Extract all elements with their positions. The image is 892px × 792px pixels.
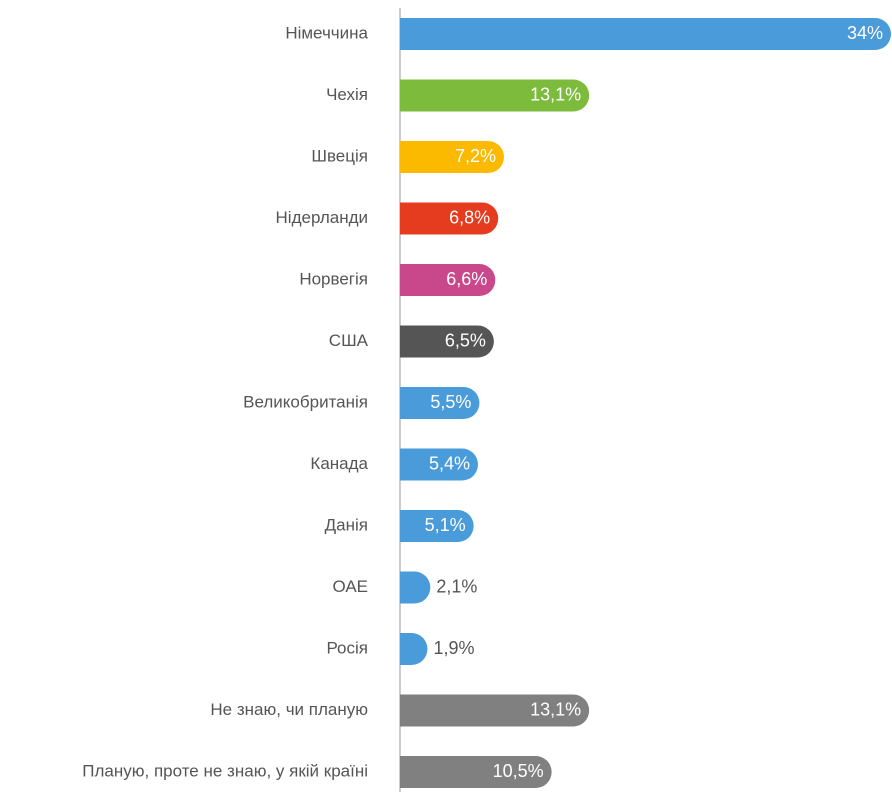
category-label: Нідерланди	[276, 208, 368, 227]
value-label: 5,5%	[430, 392, 471, 412]
category-label: США	[329, 331, 369, 350]
category-label: Данія	[325, 515, 368, 534]
value-label: 5,1%	[425, 515, 466, 535]
bar	[400, 448, 478, 481]
bar	[400, 633, 428, 665]
category-label: Не знаю, чи планую	[210, 700, 368, 719]
value-label: 6,8%	[449, 207, 490, 227]
value-label: 1,9%	[433, 638, 474, 658]
value-label: 2,1%	[436, 576, 477, 596]
category-label: Канада	[310, 454, 368, 473]
category-label: Швеція	[311, 146, 368, 165]
category-label: ОАЕ	[332, 577, 368, 596]
bar	[400, 202, 499, 235]
bar	[400, 18, 891, 50]
bar	[400, 79, 590, 112]
category-label: Норвегія	[299, 269, 368, 288]
bar	[400, 264, 496, 296]
bar	[400, 756, 552, 788]
value-label: 13,1%	[530, 699, 581, 719]
category-label: Великобританія	[243, 392, 368, 411]
bar	[400, 325, 494, 358]
value-label: 6,5%	[445, 330, 486, 350]
bar	[400, 571, 431, 604]
bar	[400, 141, 504, 173]
category-label: Планую, проте не знаю, у якій країні	[82, 761, 368, 780]
value-label: 13,1%	[530, 84, 581, 104]
value-label: 7,2%	[455, 146, 496, 166]
category-label: Німеччина	[285, 23, 368, 42]
bar	[400, 510, 474, 542]
value-label: 10,5%	[493, 761, 544, 781]
category-label: Чехія	[326, 85, 368, 104]
category-label: Росія	[326, 638, 368, 657]
bar	[400, 387, 480, 419]
bar	[400, 694, 590, 727]
value-label: 5,4%	[429, 453, 470, 473]
value-label: 6,6%	[446, 269, 487, 289]
value-label: 34%	[847, 23, 883, 43]
